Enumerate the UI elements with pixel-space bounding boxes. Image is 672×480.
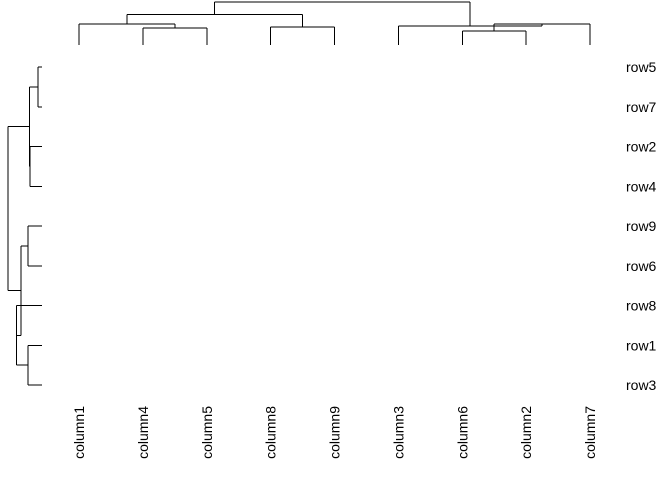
column-label-column2: column2 [518,406,534,459]
column-label-column1: column1 [71,406,87,459]
row-label-row1: row1 [626,337,657,353]
row-label-row6: row6 [626,258,657,274]
column-label-column5: column5 [199,406,215,459]
row-label-row8: row8 [626,298,657,314]
row-label-row3: row3 [626,377,657,393]
column-label-column7: column7 [582,406,598,459]
column-labels: column1 column4 column5 column8 column9 colum… [71,406,598,459]
column-label-column4: column4 [135,406,151,459]
column-label-column8: column8 [263,406,279,459]
row-label-row2: row2 [626,139,657,155]
row-label-row5: row5 [626,59,657,75]
row-labels: row5 row7 row2 row4 row9 row6 row8 row1 row3 [626,59,657,393]
row-dendrogram [7,66,42,386]
column-label-column6: column6 [454,406,470,459]
column-label-column3: column3 [390,406,406,459]
row-label-row7: row7 [626,99,657,115]
row-label-row9: row9 [626,218,657,234]
column-dendrogram [78,1,591,45]
row-label-row4: row4 [626,178,657,194]
column-label-column9: column9 [327,406,343,459]
